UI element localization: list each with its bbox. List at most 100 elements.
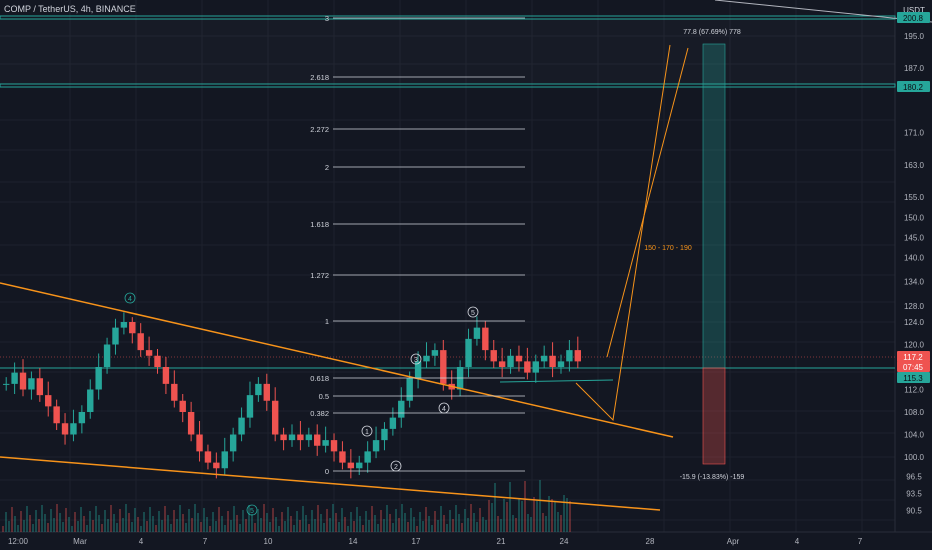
volume-bar [515, 518, 517, 532]
candle-body [414, 361, 422, 379]
price-tick-label: 108.0 [904, 408, 925, 417]
volume-bar [56, 504, 58, 532]
volume-bar [503, 499, 505, 532]
candle-body [246, 395, 254, 418]
volume-bar [86, 525, 88, 532]
fib-level-label: 2 [325, 163, 329, 172]
price-tick-label: 104.0 [904, 431, 925, 440]
volume-bar [533, 497, 535, 532]
price-tick-label: 155.0 [904, 193, 925, 202]
volume-bar [179, 505, 181, 532]
candle-body [498, 361, 506, 367]
volume-bar [227, 511, 229, 532]
price-tick-label: 150.0 [904, 213, 925, 222]
short-support-line [499, 379, 614, 383]
volume-bar [323, 523, 325, 532]
volume-bar [83, 516, 85, 532]
volume-bar [431, 525, 433, 532]
volume-bar [350, 512, 352, 532]
volume-bar [119, 509, 121, 532]
time-tick-label: 28 [646, 537, 655, 546]
volume-bar [446, 524, 448, 532]
wave-label: 5 [250, 508, 254, 515]
volume-bar [110, 505, 112, 532]
volume-bar [413, 517, 415, 532]
volume-bar [89, 511, 91, 532]
volume-bar [53, 518, 55, 532]
volume-bar [128, 513, 130, 532]
volume-bar [59, 513, 61, 532]
candle-body [120, 322, 128, 328]
candle-body [507, 355, 514, 367]
candle-body [372, 440, 380, 452]
volume-bar [326, 509, 328, 532]
candle-body [238, 417, 245, 435]
volume-bar [68, 517, 70, 532]
price-tag [897, 12, 930, 23]
volume-bar [200, 522, 202, 532]
candle-body [78, 412, 86, 424]
volume-bar [524, 481, 526, 532]
volume-bar [98, 515, 100, 532]
volume-bar [188, 509, 190, 532]
wave-label-circle [390, 460, 402, 472]
price-tick-label: 120.0 [904, 341, 925, 350]
candle-body [179, 400, 186, 412]
volume-bar [539, 480, 541, 532]
currency-label: USDT [903, 6, 925, 15]
candle-body [398, 400, 405, 418]
candle-body [271, 400, 279, 435]
volume-bar [176, 519, 178, 532]
wedge-upper-line [0, 282, 674, 438]
volume-bar [155, 525, 157, 532]
volume-bar [335, 513, 337, 532]
candle-body [347, 462, 355, 469]
volume-bar [44, 514, 46, 532]
wave-label: 4 [442, 406, 446, 413]
volume-bar [443, 515, 445, 532]
candle-body [103, 344, 111, 367]
volume-bar [269, 522, 271, 532]
volume-bar [260, 518, 262, 532]
fib-level-label: 0.5 [319, 392, 329, 401]
volume-bar [494, 483, 496, 532]
volume-bar [386, 505, 388, 532]
volume-bar [209, 526, 211, 532]
candle-body [515, 355, 523, 362]
volume-bar [101, 524, 103, 532]
volume-bar [167, 515, 169, 532]
candle-body [322, 440, 329, 446]
candle-body [465, 338, 472, 367]
volume-bar [92, 520, 94, 532]
volume-bar [65, 508, 67, 532]
volume-bar [317, 505, 319, 532]
candle-body [540, 355, 548, 362]
volume-bar [458, 514, 460, 532]
volume-bar [212, 512, 214, 532]
volume-bar [35, 510, 37, 532]
volume-bar [353, 521, 355, 532]
price-tag-label: 180.2 [903, 83, 924, 92]
volume-bar [395, 509, 397, 532]
volume-bar [275, 517, 277, 532]
time-tick-label: 7 [858, 537, 863, 546]
wave-label: 1 [365, 429, 369, 436]
volume-bar [374, 515, 376, 532]
volume-bar [116, 523, 118, 532]
candle-body [549, 355, 556, 367]
price-tag-label: 117.2 [903, 353, 923, 362]
time-tick-label: 4 [795, 537, 800, 546]
volume-bar [122, 518, 124, 532]
volume-bar [404, 513, 406, 532]
volume-bar [569, 501, 571, 532]
volume-bar [137, 517, 139, 532]
volume-bar [470, 504, 472, 532]
wave-label: 2 [394, 464, 398, 471]
volume-bar [17, 525, 19, 532]
price-tag-label: 07:45 [903, 363, 924, 372]
volume-bar [500, 519, 502, 532]
volume-bar [359, 516, 361, 532]
volume-bar [257, 509, 259, 532]
volume-bar [497, 516, 499, 532]
